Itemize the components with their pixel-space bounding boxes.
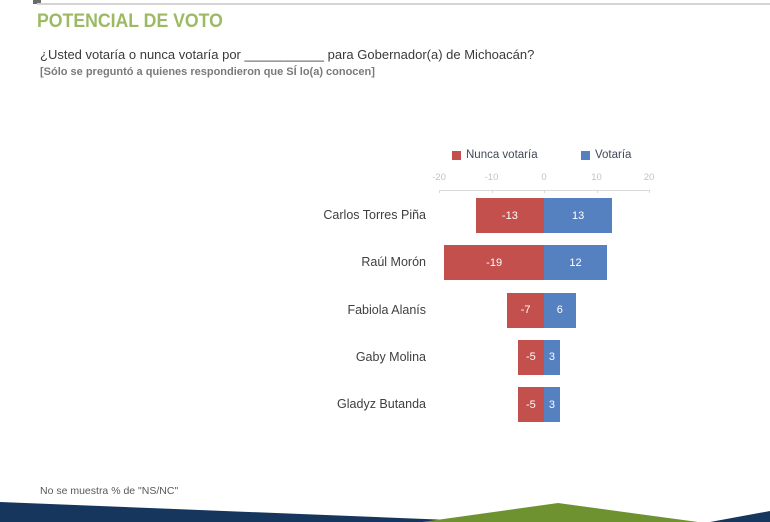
x-axis-line: [439, 190, 649, 191]
bar-votaria: 13: [544, 198, 613, 233]
survey-filter-note: [Sólo se preguntó a quienes respondieron…: [40, 66, 375, 78]
bar-votaria: 12: [544, 245, 607, 281]
x-axis-tick-label: 20: [643, 172, 655, 183]
bar-value-label: -13: [501, 209, 518, 222]
bar-value-label: 3: [548, 351, 555, 364]
legend-swatch-icon: [581, 150, 590, 160]
bar-value-label: 12: [569, 256, 582, 269]
bar-nunca-votaria: -5: [517, 387, 544, 423]
category-label: Gladyz Butanda: [337, 397, 426, 412]
bar-value-label: -19: [486, 256, 503, 269]
x-axis-tick-mark: [439, 190, 440, 193]
legend-swatch-icon: [452, 150, 461, 160]
wave-navy-left-shape: [0, 502, 500, 522]
bottom-wave-decoration: [0, 502, 770, 522]
category-label: Carlos Torres Piña: [323, 208, 426, 222]
x-axis-tick-label: 0: [541, 172, 547, 183]
top-edge-tick: [33, 0, 41, 4]
bar-value-label: 6: [556, 304, 563, 317]
bar-value-label: 3: [548, 398, 555, 411]
bar-value-label: -7: [520, 304, 531, 317]
category-label: Gaby Molina: [355, 349, 426, 364]
bar-nunca-votaria: -13: [475, 198, 544, 233]
bar-votaria: 6: [544, 292, 576, 328]
slide-title: POTENCIAL DE VOTO: [37, 11, 223, 32]
survey-question: ¿Usted votaría o nunca votaría por _____…: [40, 47, 535, 62]
x-axis-tick-mark: [596, 190, 598, 193]
x-axis-tick-mark: [544, 190, 545, 193]
legend-label: Votaría: [595, 149, 632, 161]
legend-item-nunca-votaria: Nunca votaría: [452, 148, 538, 162]
wave-navy-right-shape: [710, 511, 770, 522]
bar-value-label: 13: [572, 209, 585, 222]
footnote: No se muestra % de "NS/NC": [40, 485, 179, 497]
x-axis-tick-label: -10: [484, 172, 499, 183]
x-axis-tick-label: -20: [432, 172, 446, 183]
x-axis-tick-label: 10: [591, 172, 602, 183]
category-label: Raúl Morón: [361, 255, 426, 270]
legend-item-votaria: Votaría: [581, 148, 631, 162]
bar-value-label: -5: [525, 398, 536, 411]
category-label: Fabiola Alanís: [347, 302, 426, 317]
bar-nunca-votaria: -19: [444, 245, 544, 281]
wave-green-hill-shape: [422, 503, 698, 522]
x-axis-tick-mark: [649, 190, 650, 193]
bar-votaria: 3: [544, 387, 560, 423]
bar-value-label: -5: [525, 351, 536, 364]
bar-nunca-votaria: -5: [517, 339, 544, 375]
legend-label: Nunca votaría: [466, 149, 538, 161]
bar-votaria: 3: [544, 339, 560, 375]
top-divider-line: [37, 3, 770, 5]
bar-nunca-votaria: -7: [507, 292, 544, 328]
x-axis-tick-mark: [491, 190, 493, 193]
